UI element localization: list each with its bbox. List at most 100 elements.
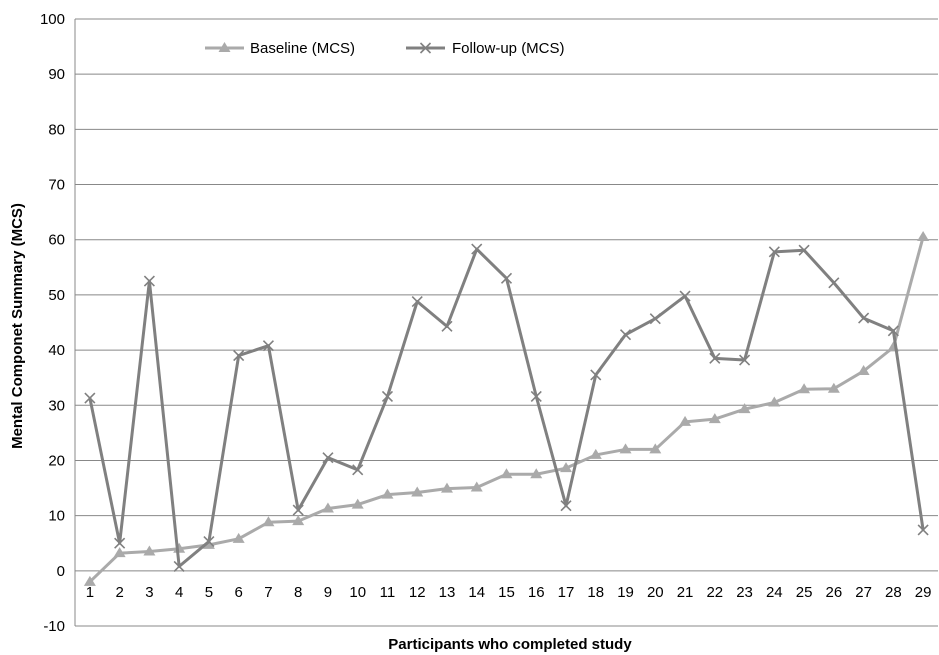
data-point <box>381 488 394 499</box>
data-point <box>322 452 334 464</box>
x-tick-label: 20 <box>647 584 664 601</box>
series-layer <box>83 230 930 586</box>
y-axis-ticks: -10 0 10 20 30 40 50 60 70 80 90 100 <box>40 11 65 635</box>
series-follow-up <box>84 243 929 572</box>
y-tick-label: 10 <box>48 508 65 525</box>
x-tick-label: 1 <box>86 584 94 601</box>
data-point <box>589 448 602 459</box>
data-point <box>440 482 453 493</box>
x-tick-label: 25 <box>796 584 813 601</box>
x-tick-label: 13 <box>439 584 456 601</box>
x-marker-icon <box>419 42 432 54</box>
data-point <box>262 340 274 352</box>
y-tick-label: 90 <box>48 66 65 83</box>
data-point <box>233 350 245 362</box>
data-point <box>83 575 96 586</box>
data-point <box>679 290 691 302</box>
data-point <box>917 230 930 241</box>
data-point <box>232 532 245 543</box>
data-point <box>679 415 692 426</box>
y-tick-label: 100 <box>40 11 65 28</box>
data-point <box>173 560 185 572</box>
data-point <box>917 524 929 536</box>
triangle-marker-icon <box>218 42 231 52</box>
data-point <box>500 272 513 284</box>
data-point <box>530 468 543 479</box>
data-point <box>530 390 542 403</box>
data-point <box>768 246 780 258</box>
data-point <box>114 537 126 549</box>
data-point <box>739 354 751 366</box>
data-point <box>798 244 810 256</box>
data-point <box>351 498 364 509</box>
y-tick-label: 70 <box>48 177 65 194</box>
y-tick-label: 0 <box>57 563 65 580</box>
x-tick-label: 3 <box>145 584 153 601</box>
data-point <box>619 443 632 454</box>
data-point <box>113 547 126 558</box>
data-point <box>470 481 483 492</box>
x-tick-label: 24 <box>766 584 783 601</box>
y-axis-title: Mental Componet Summary (MCS) <box>9 203 26 449</box>
data-point <box>738 403 751 414</box>
data-point <box>649 313 661 325</box>
data-point <box>590 369 602 381</box>
legend: Baseline (MCS) Follow-up (MCS) <box>205 40 565 57</box>
data-point <box>143 545 156 556</box>
x-tick-label: 9 <box>324 584 332 601</box>
data-point <box>203 536 215 548</box>
data-point <box>471 243 483 255</box>
data-point <box>321 502 334 513</box>
data-point <box>768 396 781 407</box>
x-tick-label: 10 <box>349 584 366 601</box>
legend-item-baseline: Baseline (MCS) <box>205 40 355 57</box>
data-point <box>887 325 899 337</box>
data-point <box>649 443 662 454</box>
data-point <box>441 320 453 332</box>
data-point <box>708 413 721 424</box>
data-point <box>381 390 394 403</box>
data-point <box>352 464 364 476</box>
data-point <box>262 516 275 527</box>
series-line <box>88 236 925 583</box>
x-tick-label: 4 <box>175 584 183 601</box>
x-tick-label: 6 <box>235 584 243 601</box>
data-point <box>500 468 513 479</box>
x-axis-ticks: 1 2 3 4 5 6 7 8 9 10 11 12 13 14 15 16 17 18 19 20 21 22 23 24 2… <box>86 584 932 601</box>
gridlines <box>75 18 938 627</box>
y-tick-label: 30 <box>48 397 65 414</box>
x-tick-label: 17 <box>558 584 575 601</box>
legend-label-baseline: Baseline (MCS) <box>250 40 355 57</box>
x-tick-label: 29 <box>915 584 932 601</box>
y-tick-label: 50 <box>48 287 65 304</box>
data-point <box>84 392 96 404</box>
x-tick-label: 14 <box>468 584 485 601</box>
x-tick-label: 26 <box>826 584 843 601</box>
x-tick-label: 23 <box>736 584 753 601</box>
x-tick-label: 8 <box>294 584 302 601</box>
x-tick-label: 18 <box>587 584 604 601</box>
x-tick-label: 5 <box>205 584 213 601</box>
data-point <box>857 365 870 376</box>
x-tick-label: 11 <box>380 584 396 601</box>
y-tick-label: -10 <box>43 618 65 635</box>
y-tick-label: 40 <box>48 342 65 359</box>
x-tick-label: 27 <box>855 584 872 601</box>
x-tick-label: 15 <box>498 584 515 601</box>
series-line <box>88 247 925 568</box>
x-tick-label: 21 <box>677 584 694 601</box>
data-point <box>709 352 721 364</box>
data-point <box>411 486 424 497</box>
data-point <box>619 329 632 341</box>
y-tick-label: 80 <box>48 121 65 138</box>
x-tick-label: 16 <box>528 584 545 601</box>
x-tick-label: 19 <box>617 584 634 601</box>
x-tick-label: 2 <box>115 584 123 601</box>
data-point <box>828 277 840 289</box>
data-point <box>560 462 573 473</box>
data-point <box>202 538 215 549</box>
data-point <box>858 312 870 324</box>
y-tick-label: 60 <box>48 232 65 249</box>
legend-label-follow-up: Follow-up (MCS) <box>452 40 565 57</box>
